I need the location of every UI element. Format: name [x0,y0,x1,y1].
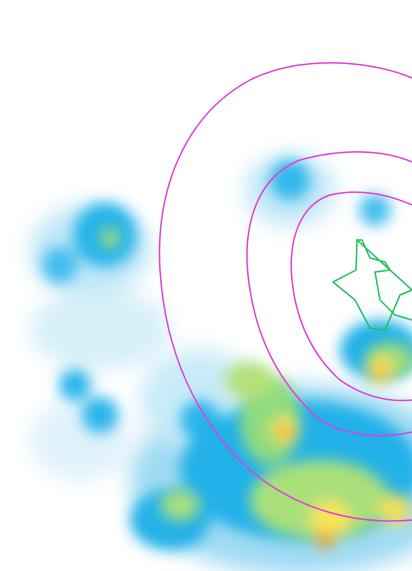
region-outline [331,238,412,331]
heat-blob [379,494,411,526]
contour-middle [246,151,412,437]
contour-outer [158,62,412,522]
heat-blob [270,160,310,200]
heat-blob [30,290,170,370]
heat-blob [42,247,78,283]
heat-blob [250,460,390,540]
heat-blob [316,531,334,549]
heat-layer-high [100,228,412,549]
heat-blob [160,489,200,521]
heat-blob [59,369,91,401]
heat-blob [374,366,386,378]
heat-blob [225,362,275,398]
heat-blob [82,397,118,433]
contours [158,62,412,522]
heat-blob [278,425,292,439]
heat-blob [359,194,391,226]
contour-inner [290,191,412,402]
heat-blob [100,228,120,248]
